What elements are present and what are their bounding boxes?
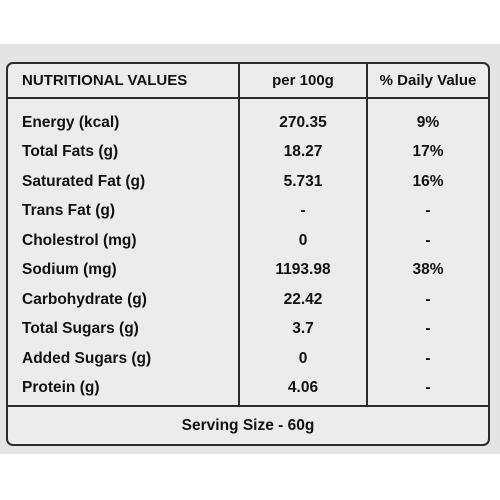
daily-value: - <box>425 349 431 367</box>
per-100g-value: 270.35 <box>279 113 327 131</box>
nutrient-name: Sodium (mg) <box>22 261 117 279</box>
label-background: NUTRITIONAL VALUES per 100g % Daily Valu… <box>0 44 500 454</box>
table-row: Carbohydrate (g) 22.42 - <box>8 285 488 315</box>
daily-value: - <box>425 379 431 397</box>
per-100g-value: 3.7 <box>292 320 314 338</box>
nutrition-table: NUTRITIONAL VALUES per 100g % Daily Valu… <box>6 62 490 446</box>
daily-value: - <box>425 202 431 220</box>
nutrient-name: Total Sugars (g) <box>22 320 139 338</box>
nutrient-name: Trans Fat (g) <box>22 202 116 220</box>
per-100g-value: 22.42 <box>283 290 323 308</box>
daily-value: 16% <box>412 172 444 190</box>
per-100g-value: 18.27 <box>283 143 323 161</box>
per-100g-value: - <box>300 202 306 220</box>
table-row: Total Sugars (g) 3.7 - <box>8 315 488 345</box>
table-row: Cholestrol (mg) 0 - <box>8 226 488 256</box>
daily-value: 9% <box>416 113 440 131</box>
daily-value: - <box>425 320 431 338</box>
daily-value: - <box>425 231 431 249</box>
table-row: Saturated Fat (g) 5.731 16% <box>8 167 488 197</box>
serving-size: Serving Size - 60g <box>181 416 315 434</box>
table-row: Trans Fat (g) - - <box>8 197 488 227</box>
table-row: Sodium (mg) 1193.98 38% <box>8 256 488 286</box>
nutrient-name: Total Fats (g) <box>22 143 119 161</box>
daily-value: 17% <box>412 143 444 161</box>
header-divider <box>8 97 488 99</box>
table-row: Added Sugars (g) 0 - <box>8 344 488 374</box>
nutrient-name: Saturated Fat (g) <box>22 172 146 190</box>
footer-divider <box>8 405 488 407</box>
per-100g-value: 1193.98 <box>275 261 331 279</box>
nutrient-name: Added Sugars (g) <box>22 349 152 367</box>
column-divider-2 <box>366 64 368 405</box>
nutrient-name: Protein (g) <box>22 379 100 397</box>
per-100g-value: 4.06 <box>287 379 319 397</box>
nutrient-name: Energy (kcal) <box>22 113 120 131</box>
table-row: Protein (g) 4.06 - <box>8 374 488 404</box>
per-100g-value: 0 <box>298 349 308 367</box>
nutrient-name: Cholestrol (mg) <box>22 231 137 249</box>
daily-value: 38% <box>412 261 444 279</box>
header-daily-value: % Daily Value <box>379 72 477 89</box>
header-nutritional-values: NUTRITIONAL VALUES <box>22 72 188 89</box>
column-divider-1 <box>238 64 240 405</box>
per-100g-value: 0 <box>298 231 308 249</box>
nutrient-name: Carbohydrate (g) <box>22 290 147 308</box>
table-header: NUTRITIONAL VALUES per 100g % Daily Valu… <box>8 64 488 97</box>
per-100g-value: 5.731 <box>283 172 323 190</box>
daily-value: - <box>425 290 431 308</box>
table-row: Total Fats (g) 18.27 17% <box>8 138 488 168</box>
table-row: Energy (kcal) 270.35 9% <box>8 108 488 138</box>
header-per-100g: per 100g <box>272 72 334 89</box>
